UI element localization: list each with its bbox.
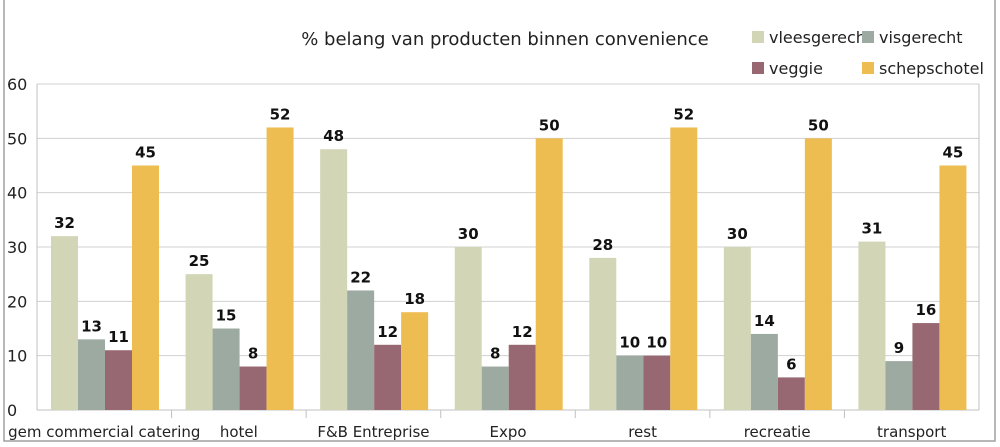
- bar-visgerecht: [885, 361, 913, 410]
- data-label: 22: [350, 268, 371, 286]
- legend-label: visgerecht: [879, 28, 963, 47]
- bar-vleesgerecht: [454, 247, 482, 410]
- data-label: 16: [915, 301, 936, 319]
- data-label: 15: [216, 307, 237, 325]
- y-tick-label: 20: [7, 292, 27, 311]
- bar-veggie: [508, 344, 536, 410]
- data-label: 50: [808, 116, 829, 134]
- x-category-label: rest: [628, 423, 657, 441]
- data-label: 28: [592, 236, 613, 254]
- legend-swatch-veggie: [752, 62, 764, 74]
- x-category-label: gem commercial catering: [8, 423, 200, 441]
- bar-vleesgerecht: [858, 241, 886, 410]
- y-tick-label: 40: [7, 184, 27, 203]
- legend-label: vleesgerecht: [769, 28, 872, 47]
- x-category-label: recreatie: [744, 423, 811, 441]
- data-label: 50: [539, 116, 560, 134]
- chart-title: % belang van producten binnen convenienc…: [301, 29, 709, 50]
- bar-vleesgerecht: [320, 149, 348, 410]
- data-label: 30: [727, 225, 748, 243]
- bar-visgerecht: [481, 366, 509, 410]
- data-label: 25: [189, 252, 210, 270]
- bar-veggie: [912, 323, 940, 410]
- legend-label: veggie: [769, 59, 823, 78]
- bar-schepschotel: [804, 138, 832, 411]
- bar-veggie: [239, 366, 267, 410]
- data-label: 30: [458, 225, 479, 243]
- data-label: 45: [942, 144, 963, 162]
- bar-veggie: [643, 355, 671, 410]
- legend-swatch-vleesgerecht: [752, 31, 764, 43]
- bar-visgerecht: [750, 333, 778, 410]
- data-label: 48: [323, 127, 344, 145]
- bar-visgerecht: [212, 328, 240, 410]
- bar-veggie: [374, 344, 402, 410]
- y-tick-label: 60: [7, 75, 27, 94]
- chart-frame: [3, 0, 996, 442]
- bar-schepschotel: [670, 127, 698, 410]
- bar-schepschotel: [132, 165, 159, 410]
- bar-veggie: [105, 350, 132, 410]
- x-category-label: hotel: [220, 423, 258, 441]
- data-label: 52: [673, 105, 694, 123]
- data-label: 9: [894, 339, 904, 357]
- y-tick-label: 10: [7, 347, 27, 366]
- bar-vleesgerecht: [185, 274, 213, 410]
- x-category-label: F&B Entreprise: [317, 423, 429, 441]
- bar-schepschotel: [266, 127, 294, 410]
- bar-visgerecht: [347, 290, 375, 410]
- legend-label: schepschotel: [879, 59, 984, 78]
- bar-schepschotel: [939, 165, 967, 410]
- data-label: 14: [754, 312, 775, 330]
- data-label: 18: [404, 290, 425, 308]
- data-label: 12: [377, 323, 398, 341]
- bar-schepschotel: [401, 312, 429, 410]
- data-label: 52: [270, 105, 291, 123]
- data-label: 11: [108, 328, 129, 346]
- bar-vleesgerecht: [589, 257, 617, 410]
- data-label: 13: [81, 317, 102, 335]
- data-label: 6: [786, 355, 796, 373]
- data-label: 8: [490, 345, 500, 363]
- x-category-label: transport: [877, 423, 946, 441]
- data-label: 10: [619, 334, 640, 352]
- y-tick-label: 30: [7, 238, 27, 257]
- data-label: 32: [54, 214, 75, 232]
- legend-swatch-visgerecht: [862, 31, 874, 43]
- y-tick-label: 0: [7, 401, 17, 420]
- data-label: 10: [646, 334, 667, 352]
- bar-veggie: [777, 377, 805, 410]
- data-label: 8: [248, 345, 258, 363]
- bar-vleesgerecht: [51, 236, 78, 410]
- bar-visgerecht: [78, 339, 105, 410]
- data-label: 12: [512, 323, 533, 341]
- data-label: 31: [861, 220, 882, 238]
- bar-vleesgerecht: [723, 247, 751, 410]
- bar-visgerecht: [616, 355, 644, 410]
- x-category-label: Expo: [489, 423, 526, 441]
- legend-swatch-schepschotel: [862, 62, 874, 74]
- bar-schepschotel: [535, 138, 563, 411]
- data-label: 45: [135, 144, 156, 162]
- y-tick-label: 50: [7, 129, 27, 148]
